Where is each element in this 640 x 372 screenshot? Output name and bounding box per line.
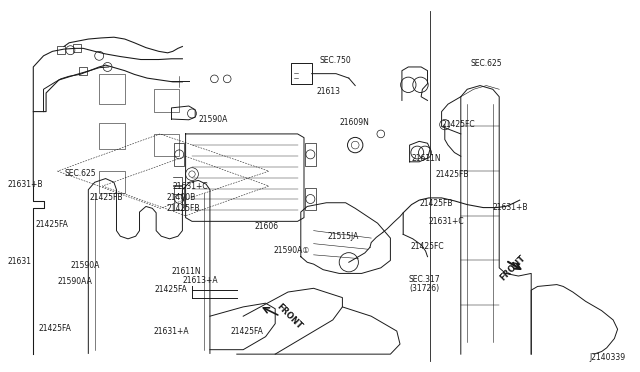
- Text: 21425FB: 21425FB: [435, 170, 468, 179]
- Bar: [79, 67, 87, 75]
- Text: 21590A: 21590A: [198, 115, 228, 124]
- Text: 21425FA: 21425FA: [155, 285, 188, 294]
- Bar: [73, 44, 81, 52]
- Text: SEC.625: SEC.625: [470, 59, 502, 68]
- Text: 21425FC: 21425FC: [411, 242, 445, 251]
- Text: 21400B: 21400B: [166, 193, 196, 202]
- Text: 21631+B: 21631+B: [8, 180, 43, 189]
- Text: 21609N: 21609N: [339, 118, 369, 126]
- Text: SEC.317: SEC.317: [409, 275, 440, 284]
- Text: (31726): (31726): [409, 284, 439, 293]
- Bar: [174, 188, 184, 210]
- Text: 21606: 21606: [255, 222, 279, 231]
- Text: 21425FB: 21425FB: [419, 199, 452, 208]
- Text: SEC.750: SEC.750: [320, 56, 352, 65]
- Text: 21631: 21631: [8, 257, 32, 266]
- Text: 21425FA: 21425FA: [35, 220, 68, 229]
- Text: 21590AA: 21590AA: [58, 277, 92, 286]
- Text: SEC.625: SEC.625: [64, 169, 95, 178]
- Text: 21590A①: 21590A①: [274, 246, 310, 255]
- Text: FRONT: FRONT: [275, 302, 304, 331]
- Bar: [154, 89, 179, 112]
- Text: 21425FB: 21425FB: [166, 204, 200, 213]
- Text: 21425FA: 21425FA: [230, 327, 263, 336]
- Bar: [305, 188, 316, 210]
- Text: 21590A: 21590A: [70, 262, 100, 270]
- Text: 21613: 21613: [317, 87, 340, 96]
- Text: 21425FB: 21425FB: [90, 193, 123, 202]
- Text: 21611N: 21611N: [412, 154, 441, 163]
- Bar: [99, 123, 125, 149]
- Bar: [305, 143, 316, 166]
- Text: 21631+A: 21631+A: [154, 327, 189, 336]
- Text: 21425FC: 21425FC: [442, 120, 476, 129]
- Text: 21425FA: 21425FA: [38, 324, 71, 333]
- Bar: [57, 46, 65, 54]
- Text: J2140339: J2140339: [590, 353, 626, 362]
- Text: 21631+B: 21631+B: [493, 203, 528, 212]
- Text: 21631+C: 21631+C: [173, 182, 209, 191]
- Bar: [154, 134, 179, 156]
- Text: FRONT: FRONT: [498, 253, 527, 282]
- Text: 21611N: 21611N: [172, 267, 201, 276]
- Bar: [174, 143, 184, 166]
- Text: 21631+C: 21631+C: [429, 217, 465, 226]
- Bar: [99, 171, 125, 193]
- Text: 21613+A: 21613+A: [182, 276, 218, 285]
- Bar: [99, 74, 125, 104]
- Text: 21515JA: 21515JA: [328, 232, 359, 241]
